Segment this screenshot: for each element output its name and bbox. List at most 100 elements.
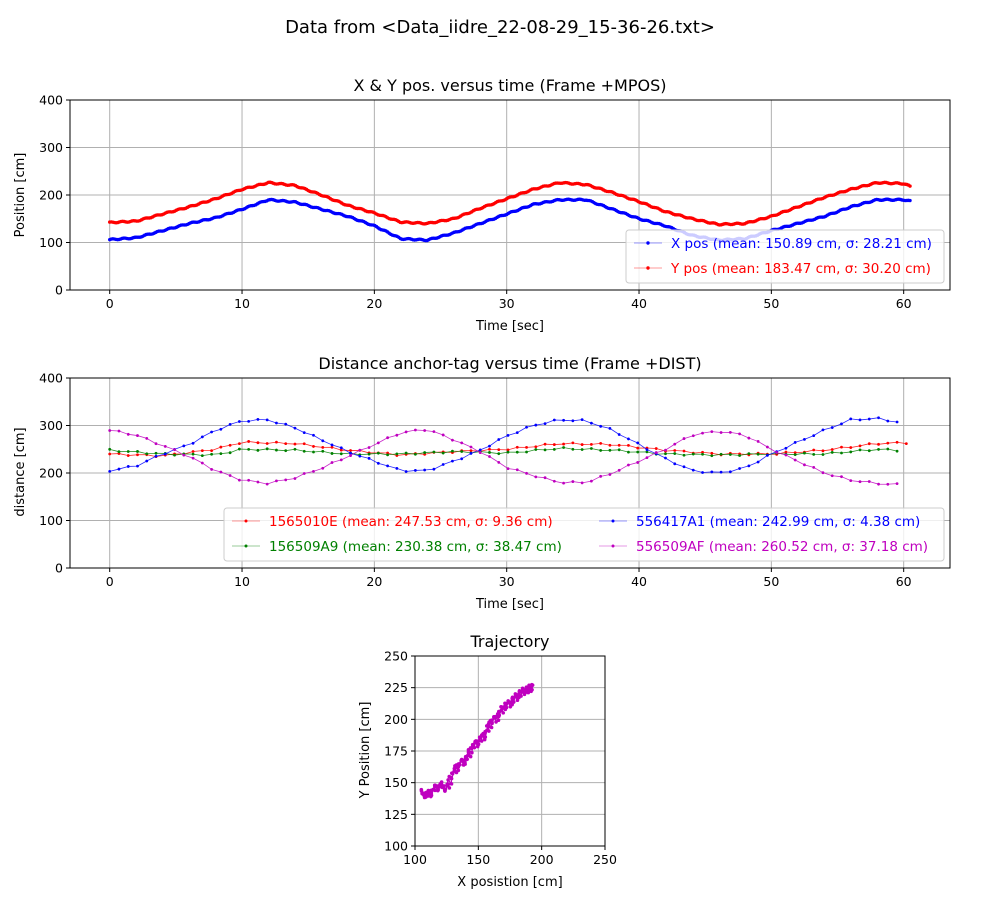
data-point [163, 444, 167, 448]
data-point [358, 448, 362, 452]
trajectory-chart-xlabel: X posistion [cm] [457, 875, 562, 890]
trajectory-chart-ytick-label: 125 [384, 807, 408, 822]
data-point [682, 437, 686, 440]
series-line [109, 429, 898, 485]
series-3 [108, 428, 899, 486]
data-point [376, 461, 380, 465]
data-point [293, 477, 297, 480]
data-point [840, 451, 843, 455]
data-point [432, 467, 436, 471]
data-point [738, 454, 741, 457]
trajectory-chart-xtick-label: 200 [530, 852, 554, 867]
data-point [867, 417, 871, 421]
data-point [386, 453, 389, 457]
data-point [793, 458, 797, 462]
data-point [108, 447, 112, 451]
data-point [738, 467, 741, 470]
trajectory-chart-ytick-label: 250 [384, 649, 408, 664]
data-point [858, 444, 862, 448]
data-point [765, 453, 769, 457]
data-point [849, 446, 853, 449]
data-point [117, 450, 121, 454]
data-point [664, 452, 667, 456]
data-point [478, 451, 482, 454]
data-point [527, 688, 532, 693]
data-point [302, 442, 306, 446]
data-point [589, 442, 593, 446]
data-point [339, 458, 343, 462]
data-point [349, 454, 352, 457]
data-point [701, 450, 704, 454]
data-point [247, 419, 251, 423]
data-point [275, 479, 278, 483]
trajectory-chart-ylabel: Y Position [cm] [358, 702, 373, 800]
data-point [562, 442, 565, 446]
data-point [867, 442, 871, 446]
data-point [126, 432, 130, 436]
data-point [386, 436, 389, 440]
data-point [321, 439, 325, 443]
data-point [664, 456, 667, 460]
data-point [469, 746, 474, 751]
data-point [530, 687, 534, 692]
data-point [145, 459, 149, 463]
data-point [136, 464, 139, 468]
data-point [247, 447, 251, 451]
data-point [349, 449, 352, 452]
data-point [522, 690, 527, 695]
data-point [376, 441, 380, 445]
data-point [515, 445, 519, 449]
data-point [701, 431, 704, 435]
data-point [830, 426, 834, 429]
data-point [312, 433, 315, 437]
data-point [321, 445, 325, 449]
data-point [645, 456, 649, 460]
data-point [456, 762, 461, 766]
data-point [488, 455, 491, 458]
position-chart-frame [69, 99, 951, 291]
data-point [515, 698, 520, 703]
data-point [469, 452, 473, 455]
data-point [519, 694, 523, 698]
data-point [627, 463, 630, 467]
data-point [460, 450, 464, 453]
data-point [793, 451, 797, 455]
data-point [830, 448, 834, 451]
data-point [654, 447, 658, 450]
data-point [237, 478, 241, 482]
position-chart-ytick-label: 0 [55, 283, 63, 298]
series-line [109, 417, 898, 473]
data-point [571, 480, 575, 483]
legend-marker [611, 519, 615, 523]
data-point [480, 733, 484, 737]
data-point [506, 448, 510, 452]
data-point [497, 713, 502, 717]
data-point [210, 452, 213, 456]
data-point [664, 448, 667, 452]
data-point [210, 430, 213, 434]
data-point [710, 470, 714, 474]
data-point [293, 442, 297, 446]
data-point [908, 198, 912, 203]
data-point [849, 479, 853, 483]
data-point [445, 782, 449, 787]
data-point [867, 480, 871, 483]
data-point [580, 448, 584, 451]
data-point [895, 449, 899, 453]
data-point [312, 470, 315, 473]
data-point [636, 450, 640, 454]
data-point [200, 449, 204, 453]
trajectory-chart-series-group [419, 682, 535, 800]
data-point [423, 429, 427, 432]
trajectory-chart-xtick-label: 150 [466, 852, 490, 867]
data-point [173, 448, 176, 452]
data-point [154, 451, 158, 455]
trajectory-chart-xtick-label: 100 [403, 852, 427, 867]
data-point [256, 480, 260, 484]
data-point [460, 441, 464, 445]
legend-label: 1565010E (mean: 247.53 cm, σ: 9.36 cm) [269, 514, 553, 530]
data-point [513, 692, 518, 696]
data-point [571, 419, 575, 423]
data-point [451, 438, 454, 442]
data-point [654, 451, 658, 454]
